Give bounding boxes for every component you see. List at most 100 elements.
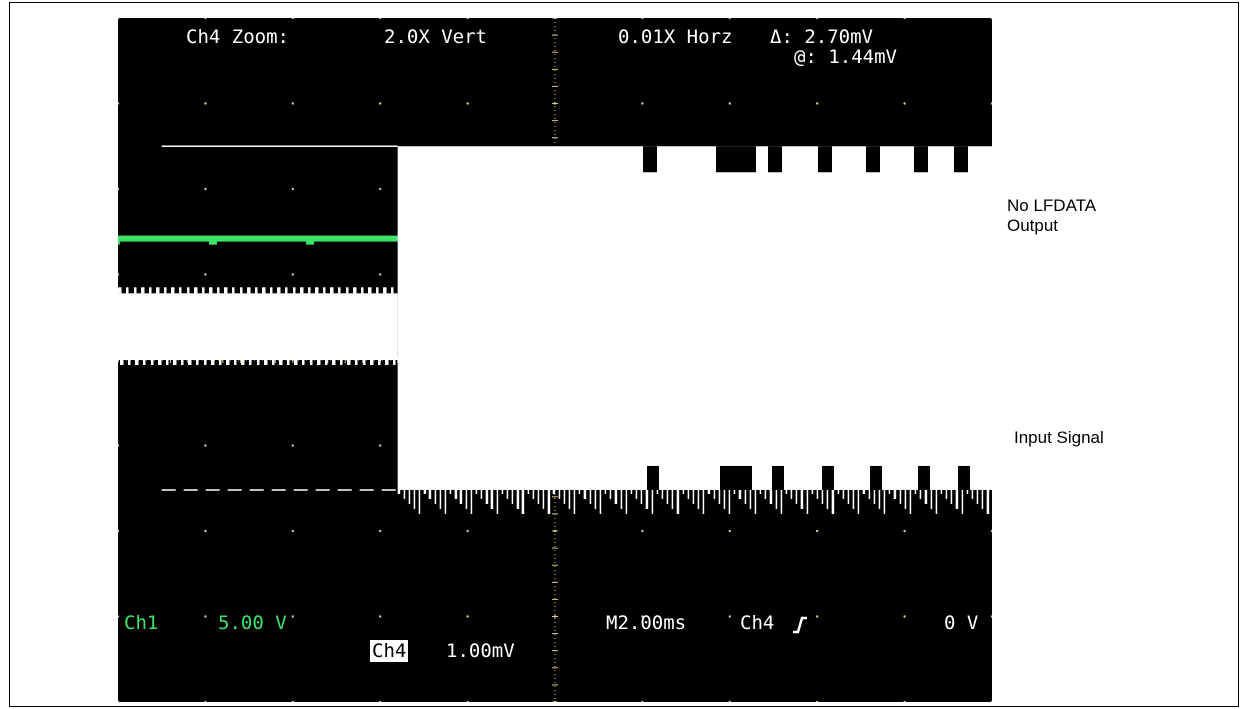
ch4-preburst-band bbox=[118, 293, 398, 360]
ch4-noise bbox=[212, 360, 214, 365]
ch4-noise bbox=[878, 489, 881, 509]
ch4-noise bbox=[331, 287, 333, 294]
ch4-noise bbox=[356, 360, 358, 365]
ch4-noise bbox=[232, 287, 234, 294]
ch4-noise bbox=[152, 360, 154, 365]
ch1-noise bbox=[306, 241, 308, 245]
ch4-noise bbox=[842, 489, 845, 499]
grid-dot bbox=[204, 18, 207, 20]
ch4-noise bbox=[338, 287, 340, 294]
timebase: M2.00ms bbox=[606, 612, 687, 634]
grid-dot bbox=[118, 273, 120, 276]
grid-dot bbox=[903, 615, 906, 618]
ch4-noise bbox=[930, 489, 933, 509]
grid-dot bbox=[728, 102, 731, 105]
ch4-noise bbox=[188, 360, 190, 365]
grid-dot bbox=[641, 18, 644, 20]
ch4-noise bbox=[250, 360, 252, 365]
ch4-noise bbox=[392, 287, 394, 294]
ch4-noise bbox=[370, 287, 372, 294]
ch4-noise bbox=[120, 360, 122, 365]
ch4-noise bbox=[676, 489, 679, 514]
ch4-noise bbox=[527, 489, 530, 494]
ch4-noise bbox=[301, 287, 303, 294]
ch4-noise bbox=[480, 489, 483, 499]
ch4-noise bbox=[179, 287, 181, 294]
grid-dot bbox=[291, 529, 294, 533]
ch4-noise bbox=[940, 489, 943, 494]
ch4-noise bbox=[363, 360, 365, 365]
ch4-noise bbox=[383, 287, 385, 294]
ch4-bottom-notch bbox=[772, 465, 784, 490]
ch4-noise bbox=[376, 287, 378, 294]
ch4-noise bbox=[485, 489, 488, 504]
ch4-noise bbox=[317, 360, 319, 365]
ch4-noise bbox=[386, 360, 388, 365]
ch4-noise bbox=[315, 287, 317, 294]
grid-dot bbox=[466, 700, 469, 702]
ch4-noise bbox=[465, 489, 468, 509]
ch4-noise bbox=[266, 360, 268, 365]
ch4-noise bbox=[428, 489, 431, 499]
scope-plot bbox=[118, 18, 992, 702]
grid-dot bbox=[291, 187, 294, 191]
ch4-noise bbox=[826, 489, 829, 509]
ch4-noise bbox=[981, 489, 984, 509]
ch4-noise bbox=[349, 360, 351, 365]
ch4-bottom-notch bbox=[647, 465, 659, 490]
no-lfdata-line1: No LFDATA bbox=[1007, 196, 1097, 215]
ch4-noise bbox=[213, 360, 215, 365]
grid-dot bbox=[379, 615, 382, 618]
ch4-noise bbox=[863, 489, 866, 494]
ch4-noise bbox=[187, 287, 189, 294]
ch4-noise bbox=[806, 489, 809, 514]
ch4-noise bbox=[925, 489, 928, 504]
ch4-noise bbox=[687, 489, 690, 499]
ch4-noise bbox=[257, 360, 259, 365]
ch4-noise bbox=[723, 489, 726, 509]
no-lfdata-line2: Output bbox=[1007, 216, 1059, 235]
ch4-noise bbox=[517, 489, 520, 509]
ch4-noise bbox=[235, 360, 237, 365]
ch4-noise bbox=[749, 489, 752, 509]
horizontal-zoom: 0.01X Horz bbox=[618, 26, 733, 48]
ch4-noise bbox=[852, 489, 855, 509]
ch4-noise bbox=[279, 287, 281, 294]
ch4-noise bbox=[831, 489, 834, 514]
ch4-noise bbox=[129, 360, 131, 365]
ch4-noise bbox=[151, 360, 153, 365]
ch4-noise bbox=[966, 489, 969, 494]
ch4-noise bbox=[317, 287, 319, 294]
ch4-noise bbox=[127, 287, 129, 294]
grid-dot bbox=[118, 102, 120, 105]
ch4-noise bbox=[355, 287, 357, 294]
ch4-noise bbox=[287, 360, 289, 365]
ch4-noise bbox=[158, 360, 160, 365]
ch4-noise bbox=[961, 489, 964, 514]
ch4-noise bbox=[294, 287, 296, 294]
ch4-noise bbox=[248, 287, 250, 294]
ch4-noise bbox=[323, 287, 325, 294]
grid-dot bbox=[204, 187, 207, 191]
ch4-noise bbox=[914, 489, 917, 494]
ch4-noise bbox=[203, 287, 205, 294]
ch4-noise bbox=[501, 489, 504, 494]
ch4-noise bbox=[713, 489, 716, 499]
ch4-noise bbox=[288, 360, 290, 365]
ch4-noise bbox=[449, 489, 452, 494]
grid-dot bbox=[291, 102, 294, 105]
ch4-noise bbox=[271, 287, 273, 294]
ch4-noise bbox=[302, 287, 304, 294]
ch4-noise bbox=[233, 287, 235, 294]
ch4-noise bbox=[243, 360, 245, 365]
grid-dot bbox=[291, 615, 294, 618]
ch4-noise bbox=[832, 489, 835, 514]
grid-dot bbox=[728, 700, 731, 702]
ch4-noise bbox=[486, 489, 489, 504]
ch4-noise bbox=[578, 489, 581, 494]
ch4-noise bbox=[873, 489, 876, 504]
grid-dot bbox=[641, 529, 644, 533]
ch4-noise bbox=[646, 489, 649, 509]
grid-dot bbox=[204, 273, 207, 276]
ch4-noise bbox=[196, 287, 198, 294]
